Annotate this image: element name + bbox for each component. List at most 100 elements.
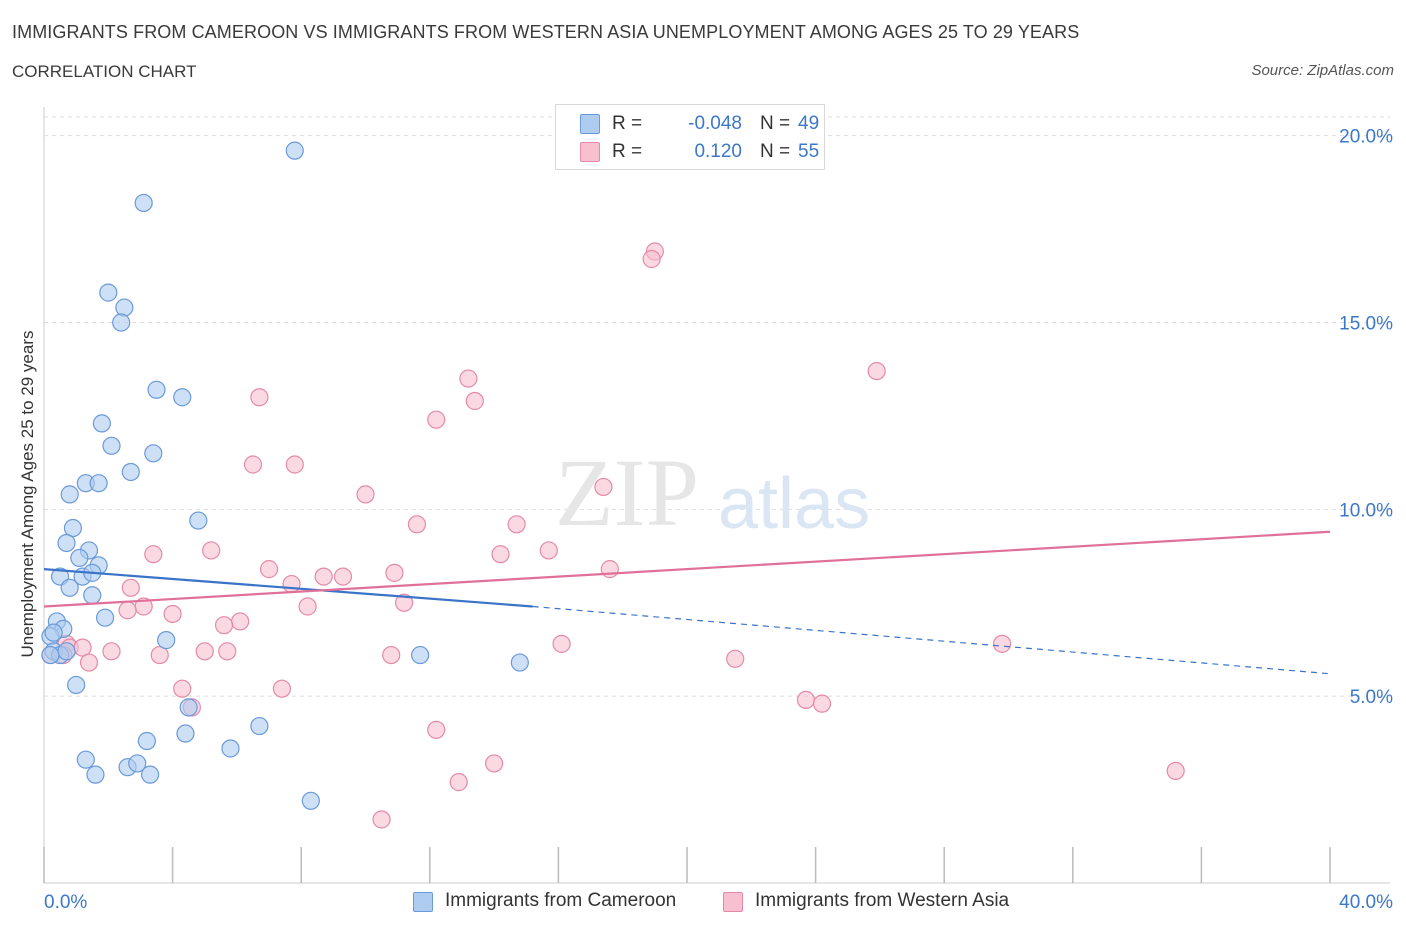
data-point-cameroon <box>147 380 166 399</box>
data-point-cameroon <box>189 511 208 530</box>
data-point-cameroon <box>179 698 198 717</box>
data-point-cameroon <box>301 791 320 810</box>
chart-title: IMMIGRANTS FROM CAMEROON VS IMMIGRANTS F… <box>12 22 1080 42</box>
data-point-cameroon <box>137 731 156 751</box>
data-point-western-asia <box>485 754 504 773</box>
data-point-western-asia <box>594 477 613 497</box>
legend-n-value: 55 <box>798 141 820 162</box>
data-point-western-asia <box>150 645 169 665</box>
data-point-western-asia <box>382 645 401 665</box>
data-point-western-asia <box>459 369 478 388</box>
data-point-cameroon <box>128 754 147 773</box>
data-point-western-asia <box>118 601 137 620</box>
source-label: Source: ZipAtlas.com <box>1251 62 1394 79</box>
data-point-cameroon <box>57 533 76 553</box>
data-point-western-asia <box>1166 761 1185 781</box>
data-point-cameroon <box>57 642 76 661</box>
data-point-western-asia <box>726 649 745 668</box>
data-point-western-asia <box>250 388 269 407</box>
data-point-western-asia <box>449 773 468 792</box>
data-point-cameroon <box>140 765 160 784</box>
data-point-cameroon <box>134 193 153 213</box>
y-tick-label: 5.0% <box>1350 687 1393 708</box>
data-point-western-asia <box>272 679 292 698</box>
data-point-western-asia <box>144 545 163 564</box>
data-point-western-asia <box>812 694 832 713</box>
data-point-western-asia <box>356 485 375 504</box>
data-point-cameroon <box>176 724 195 743</box>
data-point-western-asia <box>121 578 140 597</box>
data-point-western-asia <box>285 455 304 474</box>
data-point-cameroon <box>41 645 60 665</box>
data-point-western-asia <box>465 391 484 411</box>
data-point-western-asia <box>642 249 661 269</box>
data-point-western-asia <box>214 616 234 635</box>
y-axis-title: Unemployment Among Ages 25 to 29 years <box>18 331 37 658</box>
legend-r-label: R = <box>612 141 643 162</box>
data-point-cameroon <box>121 462 140 482</box>
data-point-cameroon <box>95 608 115 627</box>
legend-r-value: 0.120 <box>694 141 742 162</box>
legend-n-label: N = <box>760 141 791 162</box>
data-point-cameroon <box>44 623 63 642</box>
x-tick-label-end: 40.0% <box>1339 892 1393 913</box>
data-point-cameroon <box>157 631 176 650</box>
data-point-western-asia <box>195 642 214 661</box>
data-point-cameroon <box>285 141 304 160</box>
legend-n-label: N = <box>760 113 791 134</box>
data-point-western-asia <box>243 455 263 474</box>
data-point-western-asia <box>298 597 317 616</box>
data-point-western-asia <box>427 410 446 429</box>
data-point-cameroon <box>83 586 102 605</box>
data-point-cameroon <box>411 645 430 665</box>
data-point-cameroon <box>92 414 111 433</box>
data-point-western-asia <box>102 642 121 661</box>
data-point-cameroon <box>144 444 163 463</box>
data-point-cameroon <box>173 388 192 407</box>
data-point-western-asia <box>394 593 414 612</box>
data-point-cameroon <box>86 765 105 784</box>
y-tick-label: 20.0% <box>1339 127 1393 148</box>
data-point-western-asia <box>372 810 391 829</box>
gridlines <box>44 116 1390 697</box>
data-point-cameroon <box>221 739 240 758</box>
data-point-western-asia <box>867 361 886 381</box>
bottom-legend-swatch-blue <box>413 892 433 912</box>
watermark: ZIP atlas <box>555 439 870 546</box>
data-point-cameroon <box>250 716 269 736</box>
trend-line-cameroon-extension <box>532 605 1331 675</box>
data-point-cameroon <box>63 518 83 538</box>
y-tick-label: 15.0% <box>1339 314 1393 335</box>
data-point-western-asia <box>218 642 237 661</box>
data-point-western-asia <box>259 560 279 579</box>
data-point-cameroon <box>89 474 108 493</box>
data-point-western-asia <box>796 690 816 710</box>
data-point-western-asia <box>333 567 353 586</box>
data-point-cameroon <box>112 313 131 332</box>
data-point-western-asia <box>231 612 250 631</box>
tick-labels: 5.0% 10.0% 15.0% 20.0% 0.0% 40.0% <box>44 127 1393 913</box>
trend-lines <box>43 530 1331 675</box>
axes <box>43 107 1390 884</box>
legend-swatch-blue <box>580 114 600 134</box>
data-point-cameroon <box>70 548 89 568</box>
data-point-western-asia <box>427 720 446 739</box>
legend-swatch-pink <box>580 142 600 162</box>
data-point-western-asia <box>314 567 333 586</box>
data-point-western-asia <box>202 541 221 560</box>
y-tick-label: 10.0% <box>1339 500 1393 521</box>
trend-line-cameroon <box>43 568 533 608</box>
data-point-western-asia <box>992 634 1012 653</box>
data-point-cameroon <box>99 283 118 302</box>
data-point-cameroon <box>67 675 86 695</box>
chart-subtitle: CORRELATION CHART <box>12 62 197 81</box>
bottom-legend-label: Immigrants from Western Asia <box>755 890 1010 911</box>
data-point-western-asia <box>163 604 182 624</box>
data-point-western-asia <box>407 515 427 534</box>
watermark-zip: ZIP <box>555 439 699 546</box>
data-point-cameroon <box>115 298 134 317</box>
data-point-western-asia <box>539 541 558 560</box>
data-point-western-asia <box>385 563 404 582</box>
data-point-cameroon <box>76 750 95 769</box>
